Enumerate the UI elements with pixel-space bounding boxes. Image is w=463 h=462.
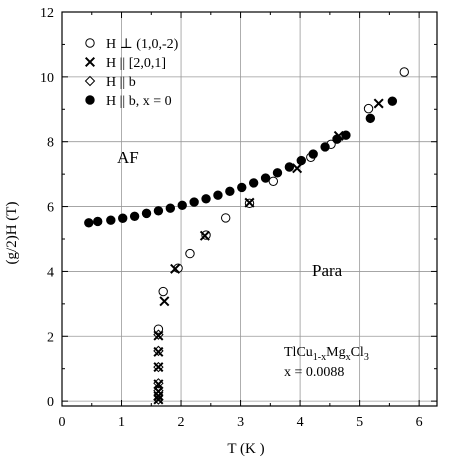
data-point (272, 168, 283, 178)
data-point (248, 178, 259, 188)
data-point (399, 67, 409, 77)
data-point (177, 200, 187, 210)
data-point (141, 208, 152, 219)
data-point (153, 394, 164, 405)
region-label-para: Para (312, 261, 343, 280)
data-point (153, 378, 164, 389)
x-tick-label: 1 (118, 415, 125, 430)
plot-frame (61, 11, 438, 407)
legend-item: H || b, x = 0 (85, 94, 172, 109)
y-tick-label: 12 (40, 6, 54, 21)
data-point (341, 130, 351, 140)
y-axis-label: (g/2)H (T) (4, 202, 20, 265)
data-point (387, 96, 398, 106)
data-point (106, 215, 116, 225)
compound-mid: Mg (326, 345, 345, 360)
data-point (84, 218, 94, 228)
data-point (260, 173, 271, 183)
legend-item: H ⊥ (1,0,-2) (85, 37, 179, 52)
data-point (320, 142, 330, 152)
data-point (159, 296, 170, 307)
data-point (170, 263, 181, 274)
data-point (93, 216, 103, 227)
y-tick-label: 0 (47, 395, 54, 410)
legend-marker (85, 95, 95, 105)
x-tick-label: 6 (416, 415, 423, 430)
data-point (185, 248, 195, 259)
data-points (84, 67, 409, 405)
legend-item: H || [2,0,1] (84, 56, 166, 71)
concentration-label: x = 0.0088 (284, 365, 344, 380)
data-point (129, 211, 140, 221)
data-point (225, 186, 235, 197)
compound-base: TlCu (284, 345, 313, 360)
data-point (201, 194, 211, 204)
legend-label: H || b, x = 0 (106, 94, 172, 109)
data-point (365, 113, 376, 124)
data-point (118, 213, 128, 223)
data-point (153, 206, 164, 216)
data-point (363, 103, 374, 114)
x-tick-label: 2 (178, 415, 185, 430)
data-point (153, 394, 164, 405)
legend-marker (84, 75, 96, 87)
data-point (284, 162, 295, 172)
data-point (153, 362, 164, 373)
data-point (237, 182, 247, 193)
legend-marker (85, 38, 95, 48)
x-tick-label: 5 (356, 415, 363, 430)
data-point (220, 213, 231, 223)
y-tick-label: 10 (40, 71, 54, 86)
data-point (189, 197, 199, 207)
legend-item: H || b (84, 75, 136, 90)
legend-label: H ⊥ (1,0,-2) (106, 37, 179, 52)
series-open-diamond (153, 329, 164, 405)
compound-sub-2: x (346, 352, 351, 363)
compound-end: Cl (351, 345, 364, 360)
y-tick-label: 8 (47, 136, 54, 151)
data-point (158, 286, 168, 297)
data-point (153, 329, 164, 340)
data-point (332, 134, 342, 144)
data-point (296, 155, 306, 166)
data-point (244, 197, 255, 208)
data-point (308, 149, 318, 159)
compound-sub-3: 3 (364, 352, 369, 363)
data-point (153, 345, 164, 357)
y-tick-label: 6 (47, 201, 54, 216)
region-label-af: AF (117, 148, 139, 167)
y-tick-label: 2 (47, 330, 54, 345)
compound-sub-1: 1-x (313, 352, 326, 363)
legend-marker (84, 56, 96, 68)
data-point (268, 176, 279, 186)
legend-label: H || b (106, 75, 136, 90)
data-point (153, 324, 164, 334)
data-point (373, 98, 384, 109)
data-point (153, 385, 164, 396)
data-point (153, 361, 164, 373)
compound-formula: TlCu1-xMgxCl3 (284, 345, 369, 363)
data-point (213, 190, 223, 200)
x-tick-label: 3 (237, 415, 244, 430)
x-axis-label: T (K ) (227, 441, 264, 457)
y-tick-label: 4 (47, 265, 54, 280)
data-point (165, 203, 176, 213)
grid-lines (62, 12, 437, 406)
data-point (292, 163, 303, 174)
x-tick-label: 0 (59, 415, 66, 430)
data-point (199, 230, 210, 241)
legend: H ⊥ (1,0,-2) H || [2,0,1] H || b H || b, x … (84, 37, 179, 109)
x-tick-label: 4 (297, 415, 304, 430)
legend-label: H || [2,0,1] (106, 56, 166, 71)
series-filled-circle (84, 96, 398, 228)
